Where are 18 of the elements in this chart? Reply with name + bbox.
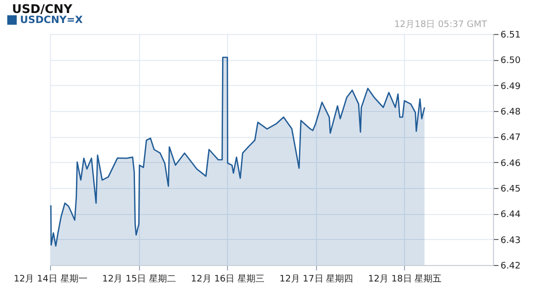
x-tick-label: 12月 18日 星期五	[368, 274, 442, 284]
x-tick-label: 12月 14日 星期一	[14, 274, 88, 284]
y-tick-label: 6.50	[500, 56, 521, 66]
y-tick-label: 6.44	[500, 210, 521, 220]
text: 12月18日 05:37 GMT	[394, 20, 488, 30]
x-tick-label: 12月 15日 星期二	[102, 274, 176, 284]
y-tick-label: 6.43	[500, 236, 521, 246]
y-tick-label: 6.45	[500, 184, 521, 194]
y-tick-label: 6.47	[500, 133, 521, 144]
chart-title: USD/CNY	[12, 2, 73, 16]
y-tick-label: 6.42	[500, 262, 521, 272]
x-tick-label: 12月 17日 星期四	[279, 274, 354, 284]
legend-label: USDCNY=X	[20, 15, 83, 26]
y-tick-label: 6.48	[500, 108, 521, 118]
y-tick-label: 6.46	[500, 158, 521, 169]
y-tick-label: 6.49	[500, 82, 521, 92]
x-tick-label: 12月 16日 星期三	[190, 274, 265, 284]
y-tick-label: 6.51	[500, 30, 521, 40]
